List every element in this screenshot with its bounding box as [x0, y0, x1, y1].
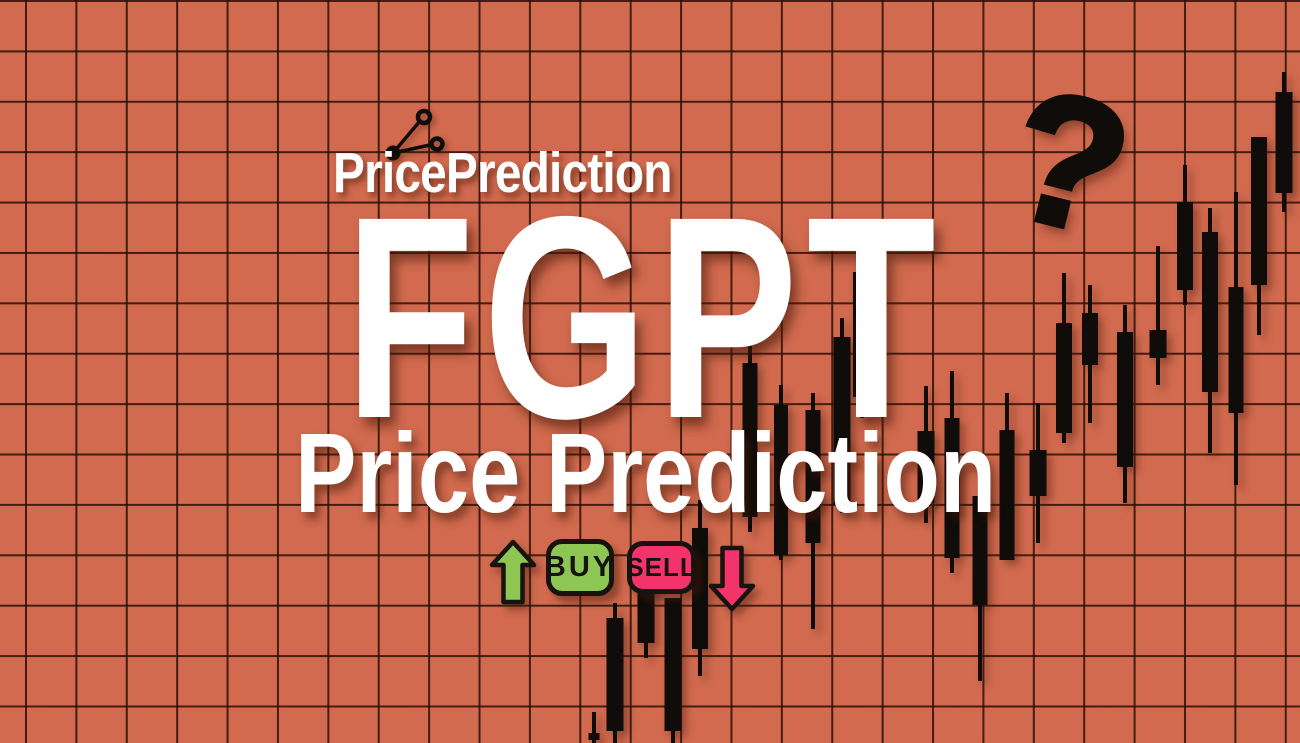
buy-button-label: BUY	[544, 551, 616, 583]
candle-body	[1228, 287, 1244, 413]
candle-body	[1029, 450, 1047, 496]
candle-body	[664, 598, 682, 731]
candle-body	[1082, 313, 1098, 365]
candle-body	[1149, 330, 1167, 358]
candle-body	[1251, 137, 1267, 285]
candle-body	[606, 618, 624, 731]
logo-text: PricePrediction	[333, 141, 672, 205]
buy-button[interactable]: BUY	[544, 539, 616, 596]
candle-body	[1202, 232, 1218, 392]
candle-body	[588, 733, 600, 740]
candle-body	[692, 528, 708, 649]
share-network-icon	[385, 108, 445, 161]
sell-button-label: SELL	[626, 552, 697, 582]
subtitle: Price Prediction	[295, 410, 997, 536]
candle-body	[1117, 332, 1133, 467]
candle-body	[1275, 92, 1293, 193]
question-mark: ?	[986, 47, 1150, 279]
candle-body	[1177, 202, 1193, 290]
up-arrow-icon	[489, 539, 537, 605]
down-arrow-icon	[708, 545, 756, 612]
candle-body	[999, 430, 1015, 560]
candle-body	[1056, 323, 1072, 433]
sell-button[interactable]: SELL	[626, 541, 697, 594]
